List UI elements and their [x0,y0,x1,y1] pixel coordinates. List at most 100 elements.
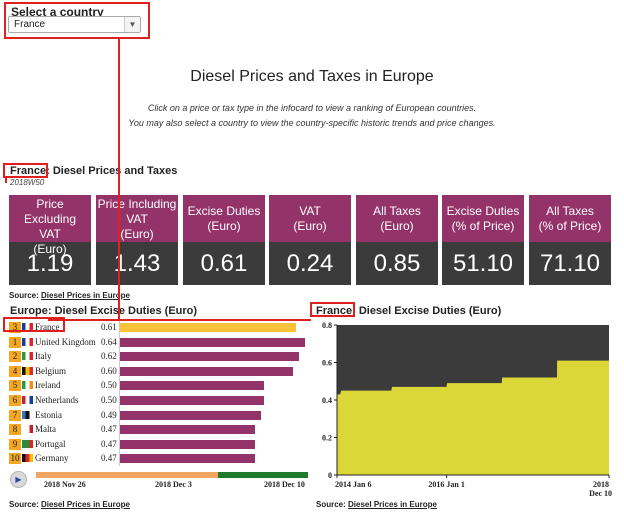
ranking-row[interactable]: 3 France 0.61 [9,321,309,333]
ranking-bar[interactable] [119,337,305,347]
flag-icon [22,425,33,434]
infocard-card-value[interactable]: 1.43 [96,242,178,285]
annotation-box-ranking [3,317,65,332]
infocard-card-value[interactable]: 0.24 [269,242,351,285]
intro-line-1: Click on a price or tax type in the info… [147,103,477,113]
ranking-row[interactable]: 2 Italy 0.62 [9,350,309,363]
annotation-box-infocard [3,163,48,178]
ranking-rank: 7 [9,409,21,421]
infocard-card-value[interactable]: 71.10 [529,242,611,285]
ranking-row[interactable]: 9 Portugal 0.47 [9,438,309,450]
infocard-card-label-line: (Euro) [380,219,414,233]
infocard-card[interactable]: All Taxes (Euro) 0.85 [356,195,438,285]
ranking-row[interactable]: 8 Malta 0.47 [9,423,309,436]
infocard-card-value[interactable]: 51.10 [442,242,524,285]
infocard-card-label[interactable]: Excise Duties (Euro) [183,195,265,242]
ranking-bar[interactable] [119,410,262,420]
trend-source: Source: Diesel Prices in Europe [316,500,437,509]
infocard-card[interactable]: All Taxes (% of Price) 71.10 [529,195,611,285]
infocard-card-value[interactable]: 0.61 [183,242,265,285]
infocard-card-label-line: Price Including [97,197,177,211]
ranking-country[interactable]: Estonia [35,409,62,420]
infocard-card-label[interactable]: VAT (Euro) [269,195,351,242]
ranking-bar[interactable] [119,366,293,376]
ranking-bar[interactable] [119,439,256,449]
ranking-source: Source: Diesel Prices in Europe [9,500,130,509]
ranking-row[interactable]: 6 Netherlands 0.50 [9,394,309,406]
ranking-value: 0.61 [101,322,117,332]
series-area[interactable] [337,360,609,475]
infocard-card-value[interactable]: 1.19 [9,242,91,285]
ranking-country[interactable]: Malta [35,424,56,435]
ranking-row[interactable]: 10 Germany 0.47 [9,452,309,465]
ranking-row[interactable]: 4 Belgium 0.60 [9,365,309,377]
infocard-card-label-line: All Taxes [373,204,421,218]
infocard-card-label-line: (Euro) [120,227,154,241]
ranking-row[interactable]: 5 Ireland 0.50 [9,379,309,392]
infocard-source: Source: Diesel Prices in Europe [9,291,130,300]
flag-icon [22,352,33,361]
infocard-title-text: Diesel Prices and Taxes [52,165,178,177]
infocard-card-label[interactable]: All Taxes (Euro) [356,195,438,242]
ranking-row[interactable]: 7 Estonia 0.49 [9,409,309,421]
infocard-card[interactable]: Excise Duties (% of Price) 51.10 [442,195,524,285]
ranking-country[interactable]: Ireland [35,380,61,391]
ranking-value: 0.47 [101,438,117,449]
country-select-label: Select a country [11,5,104,19]
timeline-label-mid: 2018 Dec 3 [155,480,192,489]
infocard-card-label-line: Price Excluding [23,197,77,226]
ranking-bar[interactable] [119,381,264,391]
infocard-card-label[interactable]: Excise Duties (% of Price) [442,195,524,242]
infocard-card[interactable]: Excise Duties (Euro) 0.61 [183,195,265,285]
ranking-rank: 5 [9,380,21,392]
infocard-card-value[interactable]: 0.85 [356,242,438,285]
flag-icon [22,323,33,331]
flag-icon [22,366,33,375]
chevron-down-icon[interactable]: ▼ [124,17,140,32]
timeline-progress[interactable] [218,472,308,478]
flag-icon [22,381,33,390]
ranking-country[interactable]: Portugal [35,438,66,449]
infocard-card[interactable]: VAT (Euro) 0.24 [269,195,351,285]
ranking-row[interactable]: 1 United Kingdom 0.64 [9,336,309,348]
ranking-rank: 3 [9,322,21,333]
ranking-title: Europe: Diesel Excise Duties (Euro) [10,305,198,317]
infocard-card[interactable]: Price Including VAT (Euro) 1.43 [96,195,178,285]
infocard-card-label[interactable]: All Taxes (% of Price) [529,195,611,242]
annotation-line-infocard [5,177,7,183]
ranking-source-link[interactable]: Diesel Prices in Europe [41,500,130,509]
ranking-bar[interactable] [119,396,264,405]
timeline-track[interactable] [36,472,308,478]
ranking-bar[interactable] [119,323,296,332]
flag-icon [22,337,33,346]
ranking-bar[interactable] [119,454,256,464]
ranking-value: 0.62 [101,351,117,362]
infocard-card-label-line: VAT [299,204,321,218]
country-select[interactable]: France ▼ [8,16,141,33]
ranking-value: 0.47 [101,424,117,435]
ranking-country[interactable]: Netherlands [35,395,79,405]
ranking-country[interactable]: France [35,322,60,332]
ranking-rank: 10 [9,453,21,465]
ranking-bar[interactable] [119,352,299,362]
ranking-country[interactable]: Belgium [35,365,66,376]
trend-source-link[interactable]: Diesel Prices in Europe [348,500,437,509]
ranking-value: 0.50 [101,395,117,405]
infocard-card-label-line: Excise Duties [446,204,520,218]
infocard-card-label-line: Excise Duties [187,204,261,218]
annotation-box-trend [310,302,355,317]
ranking-rank: 9 [9,438,21,450]
ranking-country[interactable]: Italy [35,351,52,362]
infocard-card-label-line: All Taxes [546,204,594,218]
infocard-card-label[interactable]: Price Including VAT (Euro) [96,195,178,242]
ranking-bar[interactable] [119,425,256,435]
infocard-source-link[interactable]: Diesel Prices in Europe [41,291,130,300]
annotation-line-horizontal [48,319,311,321]
play-icon[interactable]: ▶ [10,471,27,488]
ranking-country[interactable]: United Kingdom [35,336,96,347]
ranking-country[interactable]: Germany [35,453,69,464]
y-tick-label: 0 [328,471,332,480]
flag-icon [22,410,33,419]
